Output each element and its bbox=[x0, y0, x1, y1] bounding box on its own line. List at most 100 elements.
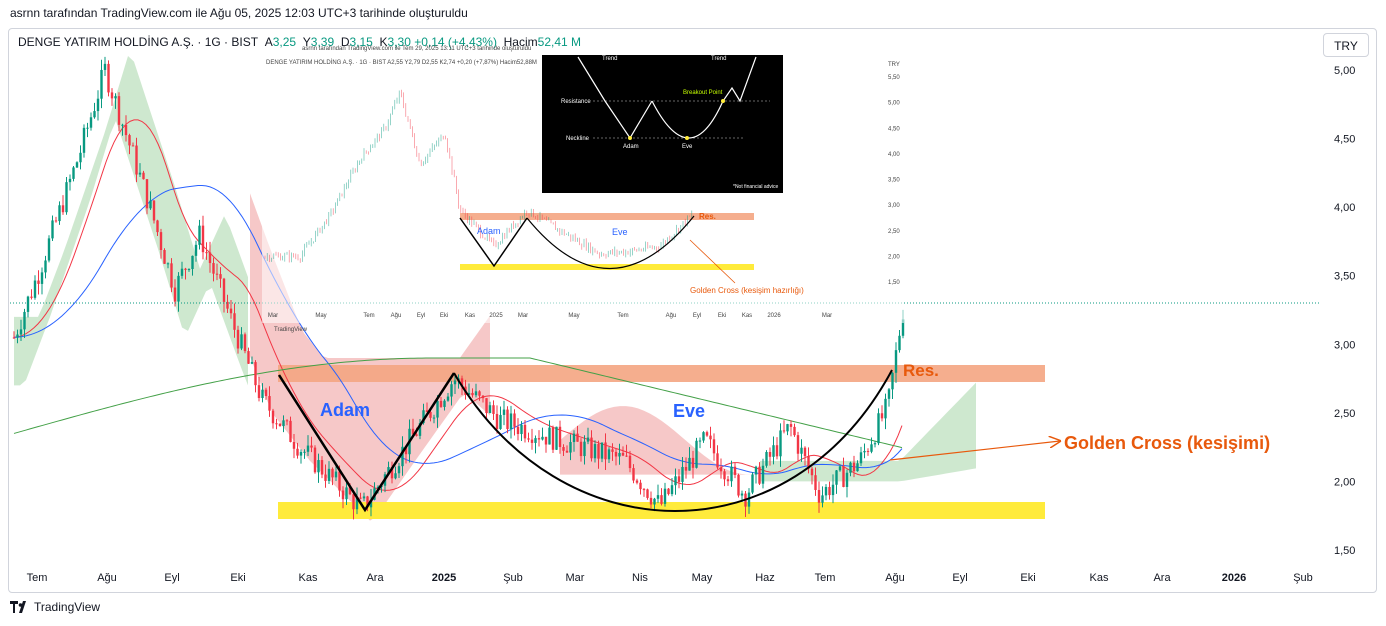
candle-body bbox=[149, 200, 152, 209]
candle-body bbox=[170, 263, 173, 288]
candle-body bbox=[320, 460, 324, 475]
price-axis[interactable]: 5,00 4,50 4,00 3,50 3,00 2,50 2,00 1,50 bbox=[1334, 65, 1355, 557]
currency-button[interactable]: TRY bbox=[1323, 33, 1369, 57]
candle-body bbox=[432, 417, 436, 419]
candle-body bbox=[236, 329, 240, 349]
pattern-eve-label: Eve bbox=[682, 144, 693, 150]
symbol-name[interactable]: DENGE YATIRIM HOLDİNG A.Ş. · 1G · BIST bbox=[18, 35, 259, 49]
x-tick-label: May bbox=[692, 572, 713, 584]
candle-body bbox=[632, 468, 635, 481]
candle-body bbox=[779, 430, 782, 457]
candle-body bbox=[324, 474, 327, 481]
candle-body bbox=[201, 225, 205, 253]
inset-x-tick: Tem bbox=[617, 313, 628, 319]
inset-y-tick: 4,00 bbox=[888, 152, 900, 158]
candle-body bbox=[250, 362, 254, 364]
candle-body bbox=[54, 220, 58, 222]
open-label: A bbox=[264, 35, 273, 49]
candle-body bbox=[488, 405, 492, 413]
candle-body bbox=[723, 471, 726, 480]
candle-body bbox=[691, 457, 695, 468]
candle-body bbox=[156, 220, 159, 233]
candle-body bbox=[439, 400, 443, 407]
candle-body bbox=[558, 426, 562, 448]
candle-body bbox=[187, 269, 191, 271]
cloud-green-2 bbox=[760, 382, 976, 482]
inset-eve-curve bbox=[526, 215, 695, 270]
candle-body bbox=[677, 476, 681, 482]
candle-body bbox=[128, 135, 131, 146]
candle-body bbox=[527, 438, 530, 440]
volume-label: Hacim bbox=[503, 35, 538, 49]
candle-body bbox=[478, 391, 481, 396]
candle-body bbox=[740, 493, 744, 496]
inset-res-label: Res. bbox=[699, 212, 716, 221]
inset-y-tick: 5,50 bbox=[888, 75, 900, 81]
candle-body bbox=[310, 445, 313, 448]
inset-y-tick: 1,50 bbox=[888, 280, 900, 286]
candle-body bbox=[485, 398, 488, 413]
candle-body bbox=[460, 378, 464, 387]
candle-body bbox=[61, 205, 65, 213]
candle-body bbox=[856, 463, 859, 472]
candle-body bbox=[625, 455, 628, 457]
candle-body bbox=[901, 319, 905, 336]
candle-body bbox=[796, 435, 800, 454]
candle-body bbox=[271, 410, 275, 424]
candle-body bbox=[628, 455, 632, 469]
candle-body bbox=[828, 486, 831, 496]
candle-body bbox=[842, 466, 845, 487]
candle-body bbox=[362, 496, 366, 499]
candle-body bbox=[604, 442, 607, 460]
x-tick-label: Şub bbox=[1293, 572, 1313, 584]
candle-body bbox=[870, 444, 873, 452]
candle-body bbox=[44, 260, 47, 273]
candle-body bbox=[509, 413, 513, 429]
time-axis[interactable]: Tem Ağu Eyl Eki Kas Ara 2025 Şub Mar Nis May Haz Tem… bbox=[27, 572, 1313, 584]
candle-body bbox=[23, 311, 26, 330]
candle-body bbox=[646, 489, 649, 498]
candle-body bbox=[89, 117, 93, 128]
candle-body bbox=[716, 453, 719, 468]
chart-frame bbox=[8, 28, 1377, 593]
inset-x-tick: Tem bbox=[363, 313, 374, 319]
candle-body bbox=[404, 446, 408, 455]
candle-body bbox=[334, 471, 338, 478]
candle-body bbox=[96, 98, 100, 112]
candle-body bbox=[401, 446, 404, 467]
golden-cross-label: Golden Cross (kesişimi) bbox=[1064, 433, 1270, 453]
inset-golden-cross-label: Golden Cross (kesişim hazırlığı) bbox=[690, 286, 804, 295]
pattern-trend-line bbox=[577, 56, 653, 140]
candle-body bbox=[37, 280, 40, 284]
inset-y-tick: 4,50 bbox=[888, 126, 900, 132]
candle-body bbox=[849, 462, 852, 473]
inset-chart: Adam Eve Res. Golden Cross (kesişim hazı… bbox=[262, 46, 904, 333]
candle-body bbox=[166, 263, 170, 265]
candle-body bbox=[278, 423, 282, 427]
candle-body bbox=[530, 439, 534, 443]
candle-body bbox=[768, 451, 772, 457]
tradingview-brand[interactable]: TradingView bbox=[10, 600, 100, 614]
candle-body bbox=[541, 436, 544, 440]
candle-body bbox=[551, 427, 555, 450]
open-value: 3,25 bbox=[272, 35, 297, 49]
candle-body bbox=[40, 272, 44, 284]
inset-x-tick: Ağu bbox=[666, 313, 677, 319]
ma-mid-line bbox=[13, 184, 903, 475]
cloud-red-1 bbox=[250, 193, 490, 521]
candle-body bbox=[180, 268, 184, 276]
candle-body bbox=[86, 127, 89, 129]
candle-body bbox=[733, 466, 737, 475]
candle-body bbox=[117, 96, 121, 125]
candle-body bbox=[51, 220, 54, 239]
candle-body bbox=[226, 301, 229, 309]
candle-body bbox=[649, 497, 653, 505]
candle-body bbox=[737, 474, 740, 496]
candle-body bbox=[635, 480, 639, 483]
y-tick-label: 5,00 bbox=[1334, 65, 1355, 77]
inset-x-tick: Kas bbox=[465, 313, 475, 319]
inset-golden-cross-arrow bbox=[689, 239, 736, 284]
candle-body bbox=[425, 410, 429, 412]
inset-eve-label: Eve bbox=[612, 227, 628, 237]
